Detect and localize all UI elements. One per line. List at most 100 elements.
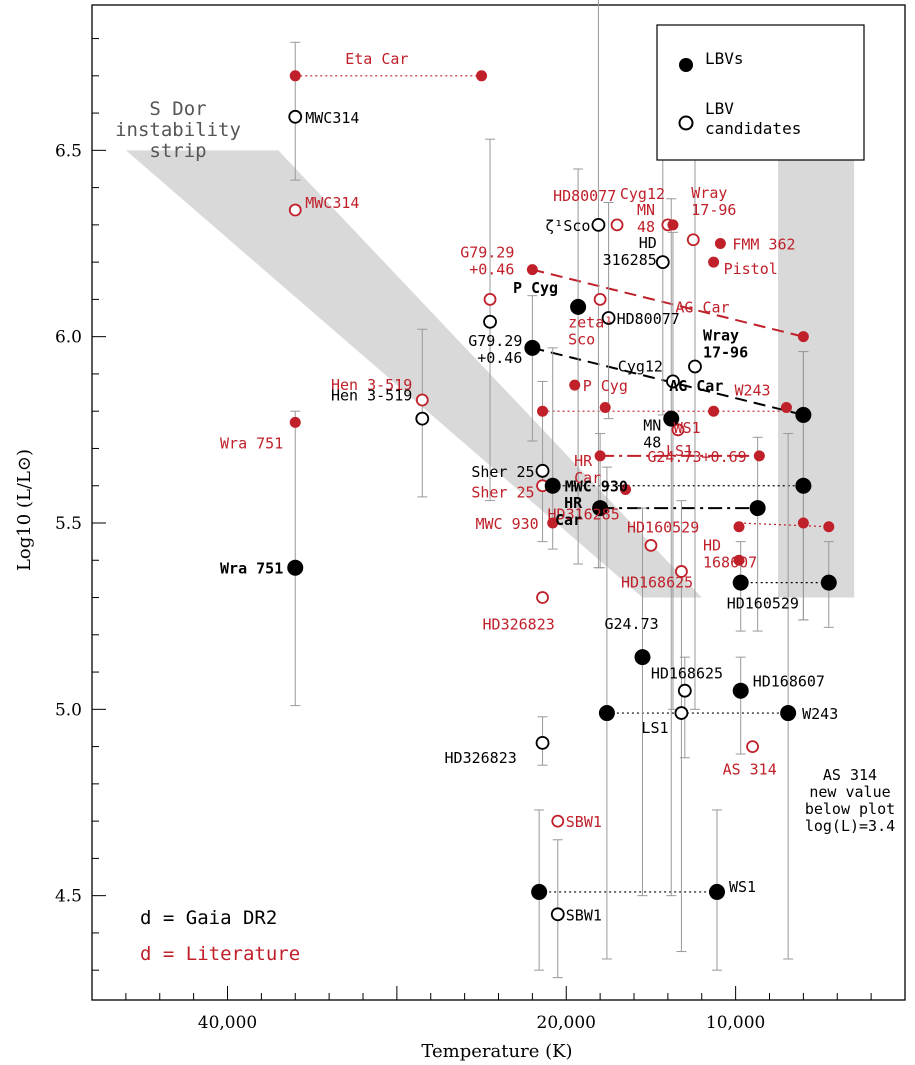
region-label-2: instability xyxy=(115,119,241,141)
point-label: HD316285 xyxy=(548,505,620,523)
y-axis-label: Log10 (L/L⊙) xyxy=(14,449,35,571)
point-label: Wra 751 xyxy=(220,560,283,578)
point-label: AS 314 xyxy=(723,761,777,779)
point-label: P Cyg xyxy=(583,377,628,395)
point-label: SBW1 xyxy=(566,813,602,831)
point-label: W243 xyxy=(802,705,838,723)
data-point-gaia xyxy=(415,411,430,426)
point-label: Cyg12 xyxy=(618,357,663,375)
point-label: +0.46 xyxy=(477,349,522,367)
annotation-as314-3: below plot xyxy=(805,800,895,818)
data-point-gaia xyxy=(591,217,606,232)
region-label-3: strip xyxy=(149,140,206,162)
point-label: W243 xyxy=(734,381,770,399)
data-point-literature xyxy=(594,450,606,462)
point-label: Sher 25 xyxy=(471,463,534,481)
point-label: MWC 930 xyxy=(475,515,538,533)
point-label: MN xyxy=(643,417,661,435)
data-point-gaia xyxy=(780,705,797,722)
data-point-gaia xyxy=(531,883,548,900)
data-point-literature xyxy=(289,70,301,82)
legend-candidate-label-1: LBV xyxy=(705,99,734,118)
data-point-gaia xyxy=(288,109,303,124)
data-point-literature xyxy=(733,521,745,533)
ag-car-literature-track xyxy=(532,268,804,338)
point-label: Wray xyxy=(691,184,727,202)
point-label: Sher 25 xyxy=(471,484,534,502)
data-point-literature xyxy=(714,238,726,250)
point-label: MWC314 xyxy=(305,194,359,212)
data-point-gaia xyxy=(674,706,689,720)
data-point-gaia xyxy=(795,406,812,423)
data-point-gaia xyxy=(598,705,615,722)
point-label: MN xyxy=(637,201,655,219)
instability-strip-cool xyxy=(777,157,855,598)
legend-box xyxy=(656,24,865,161)
annotation-as314-4: log(L)=3.4 xyxy=(805,817,895,835)
point-label: +0.46 xyxy=(469,261,514,279)
point-label: HR xyxy=(574,452,593,470)
point-label: 17-96 xyxy=(691,201,736,219)
data-point-literature xyxy=(569,379,581,391)
point-label: MWC 930 xyxy=(565,478,628,496)
point-label: LS1 xyxy=(666,442,693,460)
y-tick-label: 6.0 xyxy=(55,328,82,348)
data-point-literature xyxy=(288,203,302,217)
x-tick-label: 10,000 xyxy=(706,1013,765,1033)
data-point-literature xyxy=(708,405,720,417)
point-label: HD xyxy=(639,234,657,252)
data-point-gaia xyxy=(749,500,766,517)
point-label: HD168625 xyxy=(651,665,723,683)
point-label: HD80077 xyxy=(553,187,616,205)
point-label: G24.73 xyxy=(604,615,658,633)
data-point-literature xyxy=(733,554,745,566)
point-label: HD168625 xyxy=(621,573,693,591)
data-point-gaia xyxy=(535,463,550,478)
data-point-gaia xyxy=(732,574,749,591)
data-point-literature xyxy=(797,331,809,343)
point-label: HD xyxy=(703,536,721,554)
data-point-literature xyxy=(620,483,632,495)
point-label: Wray xyxy=(703,326,739,344)
data-point-literature xyxy=(483,293,497,306)
point-label: Cyg12 xyxy=(620,185,665,203)
x-axis-label: Temperature (K) xyxy=(421,1041,572,1062)
data-point-literature xyxy=(551,814,565,828)
y-tick-label: 4.5 xyxy=(55,887,82,907)
point-label: Car xyxy=(574,469,601,487)
data-point-gaia xyxy=(732,682,749,699)
data-point-literature xyxy=(708,256,720,268)
data-point-literature xyxy=(610,218,624,232)
legend-candidate-label-2: candidates xyxy=(705,119,801,138)
point-label: zeta¹ xyxy=(568,313,613,331)
point-label: HD326823 xyxy=(445,749,517,767)
point-label: ζ¹Sco xyxy=(545,217,590,235)
data-point-literature xyxy=(526,264,538,276)
data-point-literature xyxy=(536,591,549,604)
point-label: WS1 xyxy=(729,878,756,896)
point-label: Eta Car xyxy=(345,50,408,68)
x-tick-label: 40,000 xyxy=(198,1013,257,1033)
point-label: Pistol xyxy=(724,260,778,278)
legend-candidate-marker xyxy=(678,115,694,131)
data-point-gaia xyxy=(688,359,702,374)
data-point-literature xyxy=(547,517,559,529)
point-label: 17-96 xyxy=(703,343,748,361)
data-point-gaia xyxy=(483,314,497,329)
data-point-literature xyxy=(671,423,685,437)
point-label: Hen 3-519 xyxy=(331,387,412,405)
point-label: HR xyxy=(564,494,583,512)
point-label: Hen 3-519 xyxy=(331,376,412,394)
y-tick-label: 5.5 xyxy=(55,514,82,534)
data-point-gaia xyxy=(634,649,651,666)
legend-lbv-label: LBVs xyxy=(705,49,744,68)
point-label: HD168607 xyxy=(753,673,825,691)
data-point-gaia xyxy=(535,735,550,750)
data-point-gaia xyxy=(544,477,561,494)
instability-strip xyxy=(125,150,702,598)
data-point-literature xyxy=(675,565,688,578)
y-tick-label: 5.0 xyxy=(55,700,82,720)
point-label: Sco xyxy=(568,330,595,348)
data-point-literature xyxy=(476,70,488,82)
